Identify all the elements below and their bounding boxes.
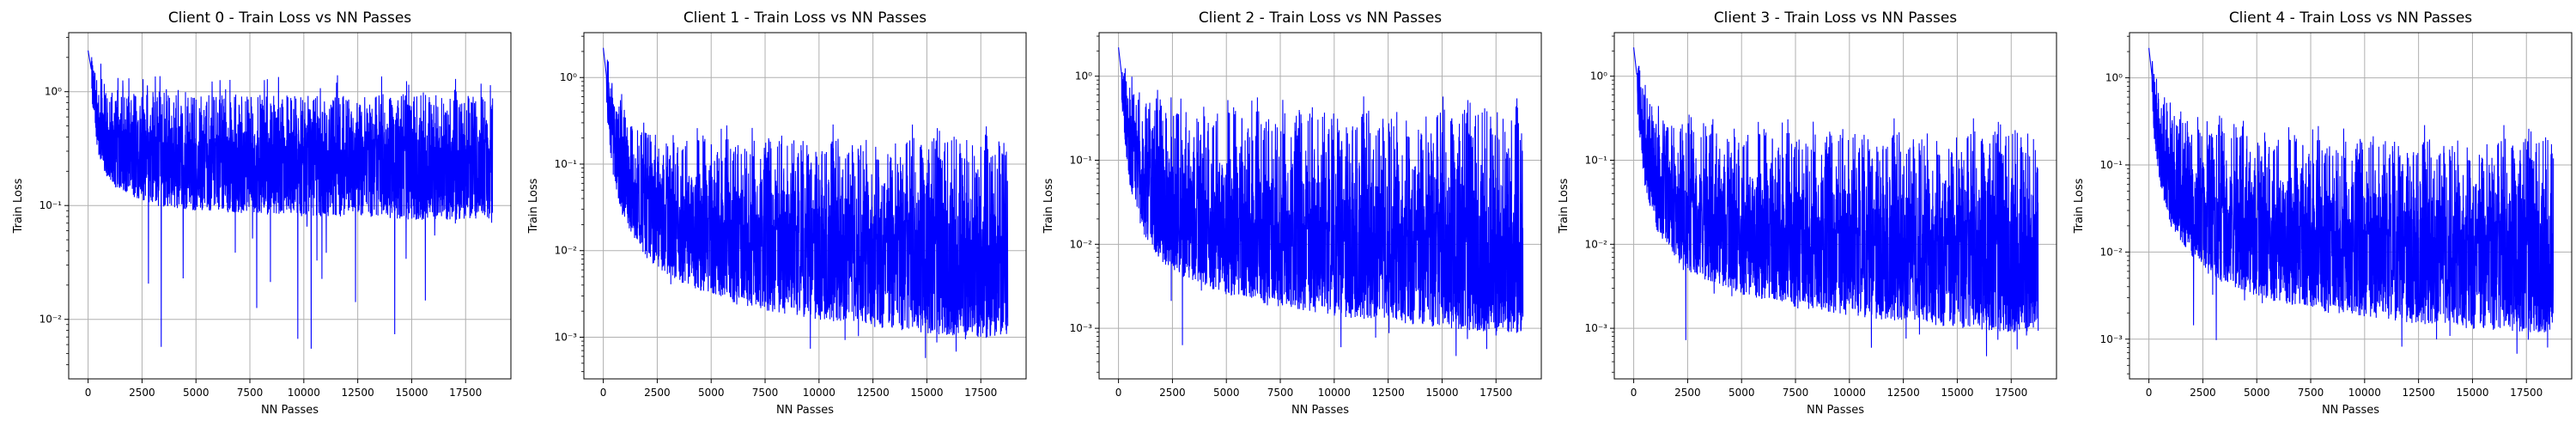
x-tick-label: 17500: [1995, 387, 2027, 399]
x-tick-label: 12500: [2403, 387, 2435, 399]
x-tick-label: 10000: [1318, 387, 1351, 399]
chart-panel-2: 0 2500 5000 7500 10000 12500 15000 17500 10⁻³ 10⁻…: [1042, 9, 1542, 417]
y-tick-label: 10⁻³: [2100, 333, 2123, 345]
x-tick-label: 5000: [698, 387, 725, 399]
plot-frame: [583, 32, 1027, 380]
series-line: [1633, 47, 2039, 357]
x-tick-label: 0: [1115, 387, 1122, 399]
y-tick-label: 10⁻³: [555, 331, 578, 343]
x-tick-label: 10000: [1833, 387, 1866, 399]
y-tick-label: 10⁻¹: [39, 199, 63, 211]
y-tick-label: 10⁻²: [1585, 238, 1608, 250]
y-axis-label: Train Loss: [1558, 178, 1571, 234]
y-tick-label: 10⁻³: [1070, 322, 1093, 334]
x-tick-label: 17500: [964, 387, 997, 399]
x-tick-label: 2500: [1674, 387, 1701, 399]
x-tick-label: 7500: [2298, 387, 2324, 399]
y-tick-label: 10⁻²: [39, 314, 63, 326]
x-axis-label: NN Passes: [1807, 404, 1864, 417]
x-tick-label: 10000: [2348, 387, 2381, 399]
series-line: [1118, 47, 1524, 357]
x-axis-label: NN Passes: [776, 404, 834, 417]
x-tick-label: 10000: [288, 387, 320, 399]
chart-title: Client 0 - Train Loss vs NN Passes: [168, 9, 411, 27]
plot-frame: [2129, 32, 2573, 380]
y-tick-label: 10⁻¹: [1585, 155, 1608, 167]
x-tick-label: 5000: [183, 387, 210, 399]
series-line: [603, 47, 1009, 358]
y-axis-label: Train Loss: [2073, 178, 2086, 234]
x-tick-label: 15000: [2456, 387, 2488, 399]
x-axis-label: NN Passes: [1291, 404, 1349, 417]
chart-title: Client 4 - Train Loss vs NN Passes: [2229, 9, 2472, 27]
y-tick-label: 10⁻²: [555, 245, 578, 257]
chart-title: Client 1 - Train Loss vs NN Passes: [683, 9, 927, 27]
x-tick-label: 15000: [910, 387, 943, 399]
y-tick-label: 10⁻²: [1070, 238, 1093, 250]
x-tick-label: 2500: [129, 387, 155, 399]
x-tick-label: 12500: [1887, 387, 1920, 399]
y-axis-label: Train Loss: [12, 178, 25, 234]
x-tick-label: 7500: [752, 387, 779, 399]
y-tick-label: 10⁻¹: [1070, 155, 1093, 167]
x-tick-label: 7500: [237, 387, 264, 399]
x-tick-label: 12500: [1372, 387, 1405, 399]
x-tick-label: 7500: [1267, 387, 1294, 399]
plot-frame: [1098, 32, 1542, 380]
chart-title: Client 2 - Train Loss vs NN Passes: [1199, 9, 1442, 27]
series-line: [88, 50, 494, 349]
x-tick-label: 2500: [1159, 387, 1186, 399]
x-tick-label: 17500: [2510, 387, 2543, 399]
y-tick-label: 10⁻³: [1585, 322, 1608, 334]
y-tick-label: 10⁻²: [2100, 246, 2123, 258]
x-tick-label: 5000: [2244, 387, 2270, 399]
x-axis-label: NN Passes: [261, 404, 319, 417]
chart-panel-3: 0 2500 5000 7500 10000 12500 15000 17500 10⁻³ 10⁻…: [1558, 9, 2057, 417]
x-tick-label: 5000: [1728, 387, 1755, 399]
x-tick-label: 0: [85, 387, 92, 399]
x-tick-label: 12500: [857, 387, 890, 399]
x-tick-label: 10000: [803, 387, 835, 399]
y-axis-label: Train Loss: [1042, 178, 1055, 234]
x-tick-label: 2500: [2190, 387, 2216, 399]
x-tick-label: 0: [2146, 387, 2153, 399]
chart-panel-4: 0 2500 5000 7500 10000 12500 15000 17500 10⁻³ 10⁻…: [2073, 9, 2573, 417]
x-tick-label: 0: [1631, 387, 1637, 399]
x-tick-label: 7500: [1783, 387, 1809, 399]
y-tick-label: 10⁻¹: [555, 158, 578, 170]
x-tick-label: 15000: [1941, 387, 1973, 399]
x-tick-label: 2500: [644, 387, 671, 399]
chart-panel-0: 0 2500 5000 7500 10000 12500 15000 17500 10⁻² 10⁻…: [12, 9, 512, 417]
y-tick-label: 10⁰: [560, 71, 577, 83]
x-tick-label: 17500: [1479, 387, 1512, 399]
y-tick-label: 10⁻¹: [2100, 159, 2123, 171]
x-tick-label: 15000: [1425, 387, 1458, 399]
x-tick-label: 12500: [342, 387, 374, 399]
y-tick-label: 10⁰: [1075, 70, 1092, 82]
chart-title: Client 3 - Train Loss vs NN Passes: [1714, 9, 1957, 27]
y-axis-label: Train Loss: [527, 178, 540, 234]
y-tick-label: 10⁰: [2105, 72, 2123, 84]
x-tick-label: 0: [600, 387, 607, 399]
y-tick-label: 10⁰: [45, 86, 62, 98]
x-axis-label: NN Passes: [2322, 404, 2379, 417]
x-tick-label: 5000: [1213, 387, 1240, 399]
chart-panel-1: 0 2500 5000 7500 10000 12500 15000 17500 10⁻³ 10⁻…: [527, 9, 1027, 417]
x-tick-label: 15000: [395, 387, 428, 399]
plot-frame: [1613, 32, 2057, 380]
x-tick-label: 17500: [449, 387, 482, 399]
series-line: [2148, 47, 2555, 354]
y-tick-label: 10⁰: [1590, 70, 1607, 82]
